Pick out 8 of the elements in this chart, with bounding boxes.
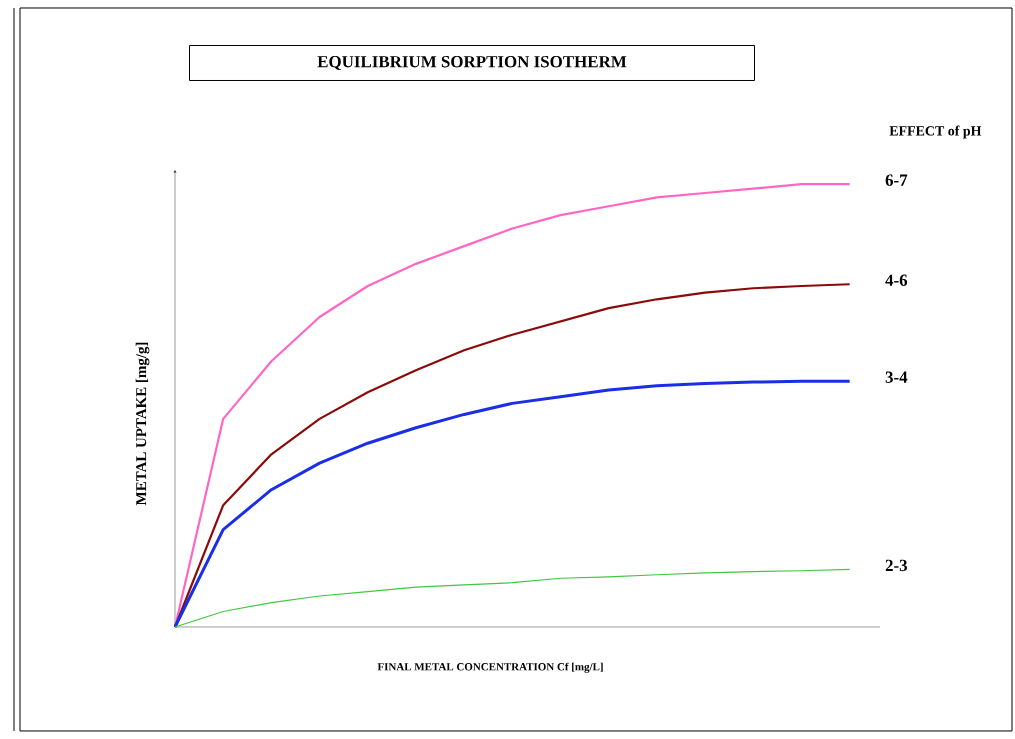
text: 3-4 xyxy=(885,371,908,383)
text: 6-7 xyxy=(885,174,908,186)
legend-title: EFFECT of pH xyxy=(889,125,982,139)
x-axis-title: FINAL METAL CONCENTRATION Cf [mg/L] xyxy=(377,662,603,673)
text: 2-3 xyxy=(885,559,908,572)
y-axis-title: METAL UPTAKE [mg/g] xyxy=(135,342,150,506)
text: 4-6 xyxy=(885,274,908,286)
chart-title: EQUILIBRIUM SORPTION ISOTHERM xyxy=(317,56,627,70)
